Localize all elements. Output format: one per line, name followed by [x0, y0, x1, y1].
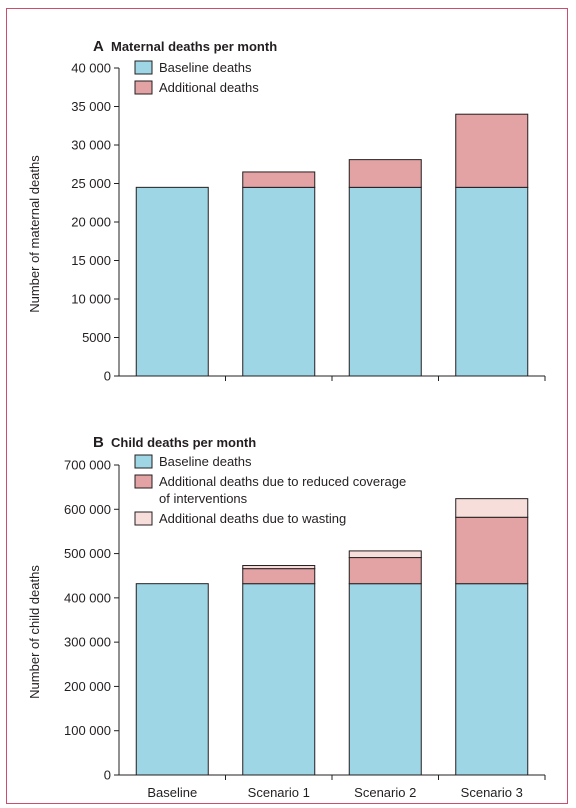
- bar-scenario-3-series-0: [455, 583, 529, 776]
- figure-frame: A Maternal deaths per month 0 5000 10 000 1…: [6, 8, 568, 804]
- bar-scenario-3-series-1: [455, 516, 529, 585]
- y-tick-label: 400 000: [64, 590, 111, 605]
- bar-scenario-2-series-0: [348, 583, 422, 776]
- y-tick-label: 25 000: [71, 176, 111, 191]
- y-tick-label: 35 000: [71, 99, 111, 114]
- x-tick-label: Scenario 1: [248, 785, 310, 800]
- bar-scenario-1-series-1: [242, 171, 316, 188]
- bar-scenario-3-series-2: [455, 498, 529, 518]
- panel-a-plot: 0 5000 10 000 15 000 20 000 25 000 30 000 35 00…: [27, 60, 546, 384]
- x-tick-label: Scenario 3: [461, 785, 523, 800]
- y-tick-label: 700 000: [64, 458, 111, 473]
- legend-label: Additional deaths due to wasting: [159, 511, 346, 526]
- y-axis-label: Number of child deaths: [27, 565, 42, 699]
- bar-baseline-series-0: [135, 583, 209, 776]
- bar-baseline-series-0: [135, 186, 209, 377]
- bar-scenario-1-series-2: [242, 565, 316, 570]
- y-tick-label: 15 000: [71, 253, 111, 268]
- bar-scenario-2-series-1: [348, 159, 422, 188]
- legend-label: Baseline deaths: [159, 454, 252, 469]
- bar-scenario-1-series-0: [242, 583, 316, 776]
- panel-b-plot: 0 100 000 200 000 300 000 400 000 500 000 600 …: [27, 454, 546, 800]
- legend-label: of interventions: [159, 491, 248, 506]
- y-tick-label: 0: [104, 369, 111, 384]
- legend-label: Additional deaths: [159, 80, 259, 95]
- bar-scenario-3-series-1: [455, 113, 529, 188]
- legend-swatch: [134, 60, 153, 75]
- y-tick-label: 5000: [82, 330, 111, 345]
- y-tick-label: 20 000: [71, 215, 111, 230]
- y-tick-label: 30 000: [71, 138, 111, 153]
- bar-scenario-3-series-0: [455, 186, 529, 377]
- y-tick-label: 500 000: [64, 546, 111, 561]
- x-tick-label: Scenario 2: [354, 785, 416, 800]
- legend-swatch: [134, 80, 153, 95]
- y-axis-label: Number of maternal deaths: [27, 155, 42, 313]
- legend-swatch: [134, 511, 153, 526]
- y-tick-label: 600 000: [64, 502, 111, 517]
- y-tick-label: 10 000: [71, 292, 111, 307]
- panel-b-title: Child deaths per month: [111, 435, 256, 450]
- panel-a-title: Maternal deaths per month: [111, 39, 277, 54]
- y-tick-label: 100 000: [64, 723, 111, 738]
- bar-scenario-1-series-1: [242, 568, 316, 585]
- panel-a-letter: A: [93, 38, 104, 55]
- y-tick-label: 40 000: [71, 61, 111, 76]
- legend-swatch: [134, 454, 153, 469]
- panel-a-maternal-deaths: A Maternal deaths per month 0 5000 10 000 1…: [27, 38, 546, 384]
- bar-scenario-2-series-1: [348, 557, 422, 585]
- y-tick-label: 0: [104, 768, 111, 783]
- legend-label: Additional deaths due to reduced coverag…: [159, 474, 406, 489]
- legend-swatch: [134, 474, 153, 489]
- panel-b-child-deaths: B Child deaths per month 0 100 000 200 000…: [27, 434, 546, 800]
- y-tick-label: 300 000: [64, 635, 111, 650]
- figure-svg: A Maternal deaths per month 0 5000 10 000 1…: [27, 38, 546, 800]
- bar-scenario-2-series-0: [348, 186, 422, 377]
- bar-scenario-2-series-2: [348, 550, 422, 559]
- y-tick-label: 200 000: [64, 679, 111, 694]
- legend-label: Baseline deaths: [159, 60, 252, 75]
- panel-b-letter: B: [93, 434, 104, 451]
- bar-scenario-1-series-0: [242, 186, 316, 377]
- x-tick-label: Baseline: [147, 785, 197, 800]
